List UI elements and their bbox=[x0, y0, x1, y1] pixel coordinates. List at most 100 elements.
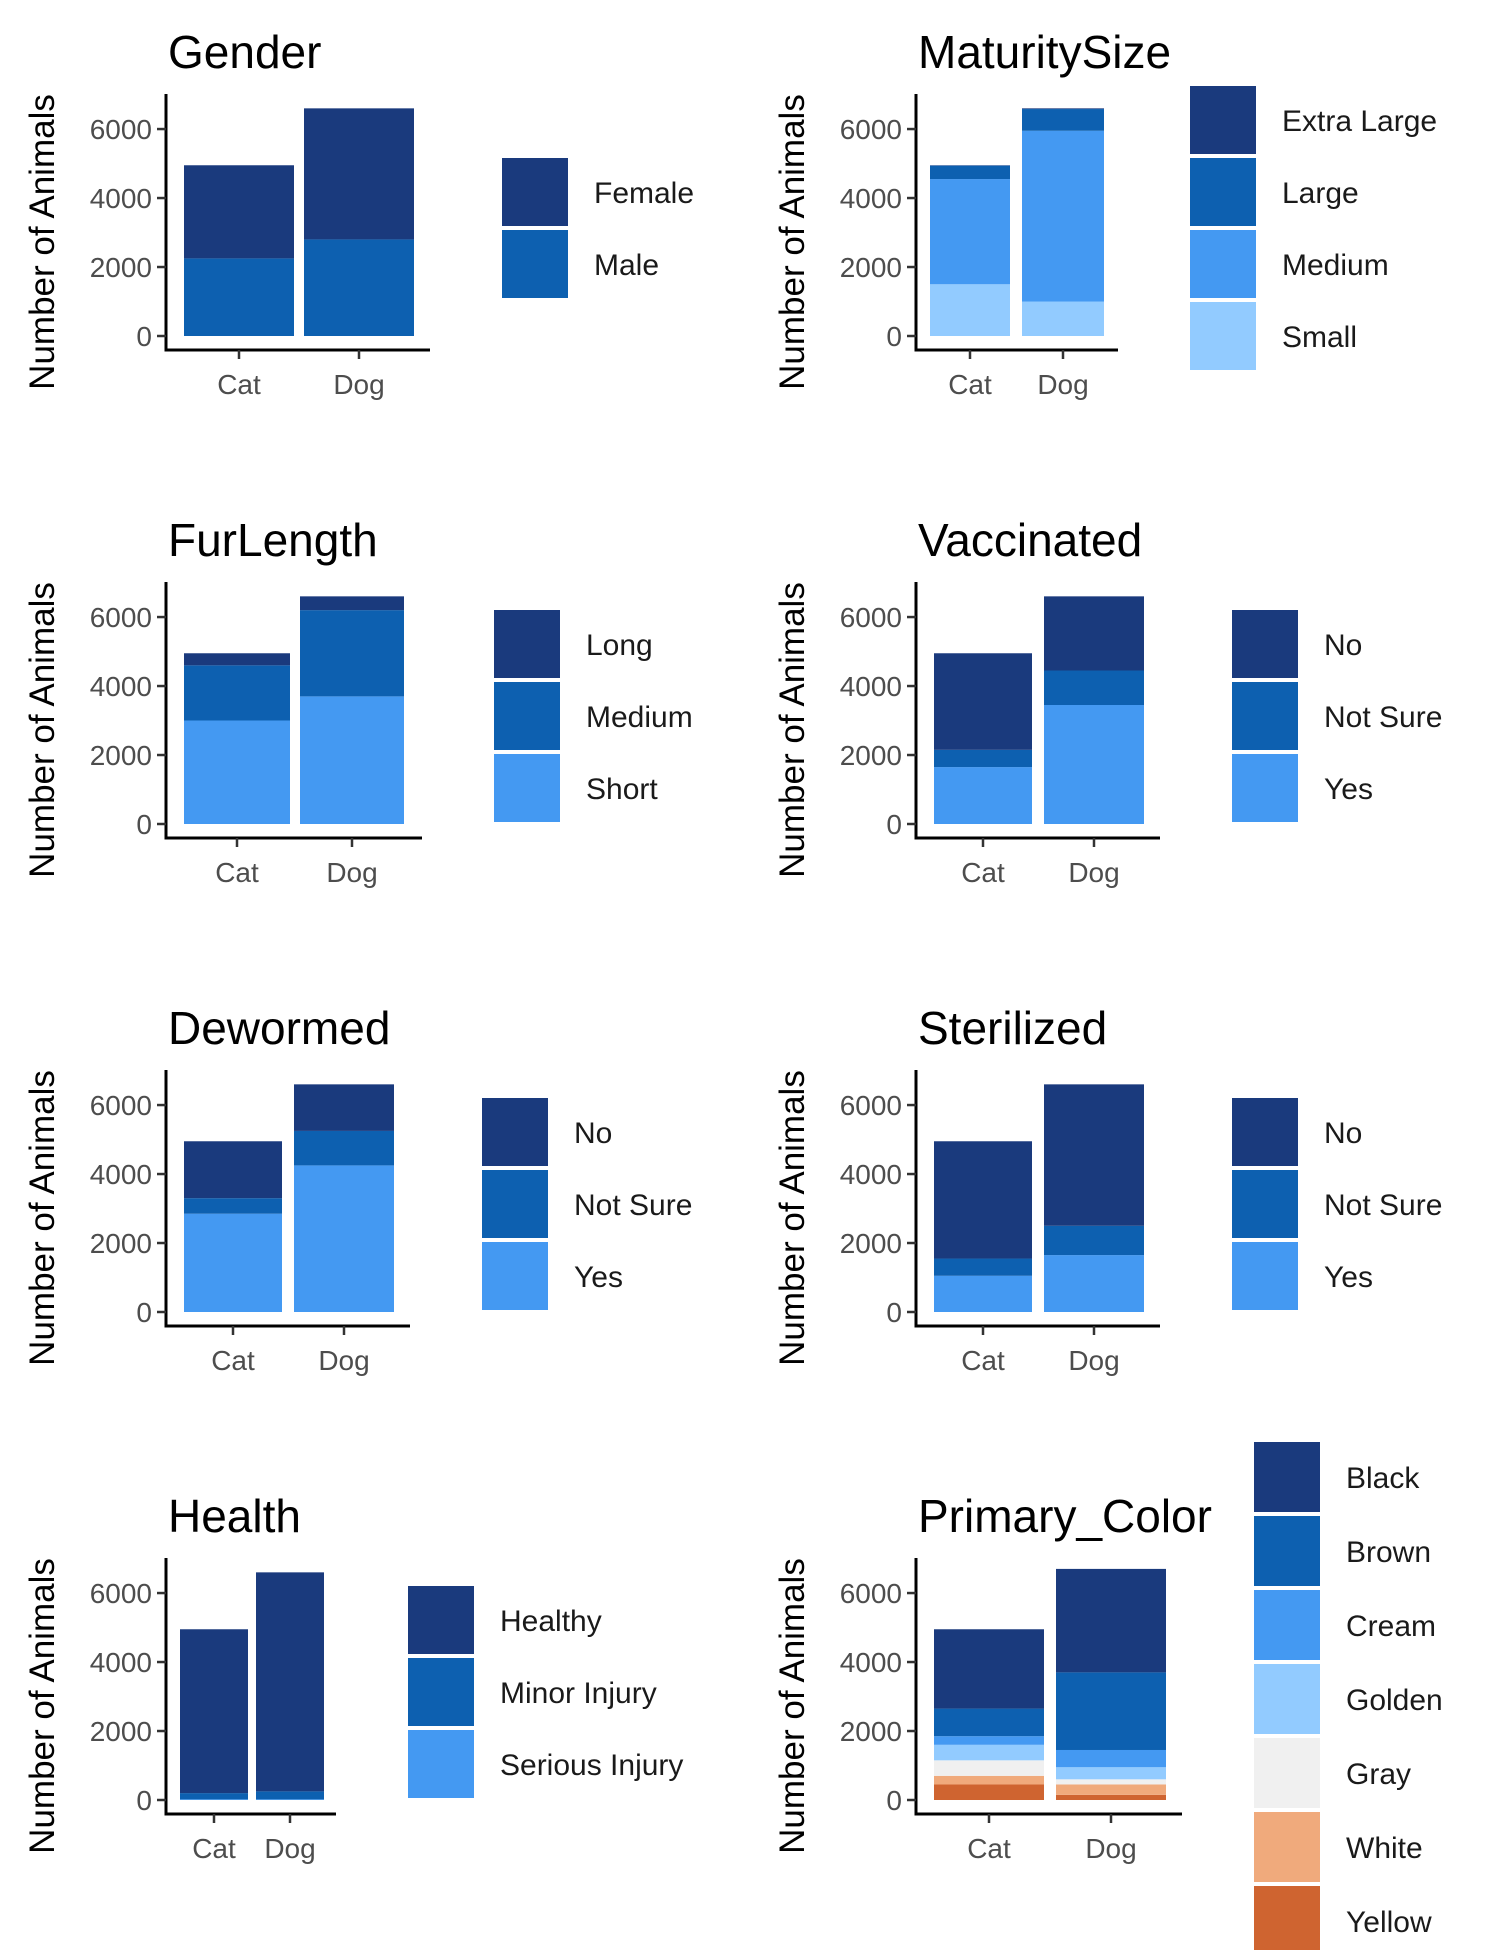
bar-cat-no bbox=[934, 653, 1032, 750]
legend: Long Medium Short bbox=[494, 610, 693, 822]
legend-swatch-yes bbox=[1232, 754, 1298, 822]
bar-cat-black bbox=[934, 1629, 1044, 1709]
legend-swatch-yes bbox=[482, 1242, 548, 1310]
legend-swatch-not-sure bbox=[1232, 1170, 1298, 1238]
bar-dog-medium bbox=[1022, 130, 1104, 302]
bar-cat-cream bbox=[934, 1736, 1044, 1745]
legend: No Not Sure Yes bbox=[1232, 1098, 1442, 1310]
bar-dog-short bbox=[300, 696, 404, 824]
legend-swatch-healthy bbox=[408, 1586, 474, 1654]
bar-dog-minor-injury bbox=[256, 1791, 324, 1800]
legend-label: Female bbox=[594, 177, 694, 210]
y-tick-label: 2000 bbox=[90, 1228, 152, 1259]
y-tick-label: 4000 bbox=[90, 183, 152, 214]
legend-label: Cream bbox=[1346, 1610, 1436, 1643]
x-tick-label: Cat bbox=[961, 857, 1005, 888]
bar-dog-small bbox=[1022, 301, 1104, 336]
y-tick-label: 2000 bbox=[90, 740, 152, 771]
y-axis-label: Number of Animals bbox=[23, 1558, 62, 1854]
bar-cat-small bbox=[930, 284, 1010, 336]
legend-swatch-brown bbox=[1254, 1516, 1320, 1586]
legend-label: Male bbox=[594, 249, 659, 282]
legend-label: Medium bbox=[1282, 249, 1389, 282]
bar-dog-not-sure bbox=[294, 1130, 394, 1166]
legend-label: No bbox=[1324, 629, 1362, 662]
bar-cat-large bbox=[930, 165, 1010, 180]
y-axis-label: Number of Animals bbox=[773, 1558, 812, 1854]
legend-label: Serious Injury bbox=[500, 1749, 683, 1782]
bar-cat-not-sure bbox=[184, 1198, 282, 1214]
y-tick-label: 0 bbox=[136, 321, 152, 352]
legend-label: Medium bbox=[586, 701, 693, 734]
y-tick-label: 0 bbox=[136, 1785, 152, 1816]
legend-swatch-golden bbox=[1254, 1664, 1320, 1734]
legend: Healthy Minor Injury Serious Injury bbox=[408, 1586, 683, 1798]
bar-dog-yes bbox=[1044, 1255, 1144, 1312]
legend-swatch-minor-injury bbox=[408, 1658, 474, 1726]
chart-title: Dewormed bbox=[168, 1002, 390, 1054]
legend-swatch-no bbox=[482, 1098, 548, 1166]
bar-cat-long bbox=[184, 653, 290, 666]
legend-label: Long bbox=[586, 629, 653, 662]
bar-dog-no bbox=[294, 1084, 394, 1131]
legend-swatch-no bbox=[1232, 1098, 1298, 1166]
bar-dog-serious-injury bbox=[256, 1799, 324, 1800]
legend-label: Yes bbox=[1324, 773, 1373, 806]
bar-dog-large bbox=[1022, 109, 1104, 131]
bar-cat-not-sure bbox=[934, 1258, 1032, 1276]
legend-label: Golden bbox=[1346, 1684, 1443, 1717]
bar-cat-no bbox=[184, 1141, 282, 1199]
bar-dog-not-sure bbox=[1044, 670, 1144, 705]
bar-dog-cream bbox=[1056, 1749, 1166, 1768]
legend-label: Not Sure bbox=[574, 1189, 692, 1222]
legend: No Not Sure Yes bbox=[482, 1098, 692, 1310]
bar-dog-yes bbox=[294, 1165, 394, 1312]
chart-panel-5: Dewormed Number of Animals 0 2000 4000 6000 Ca… bbox=[23, 1002, 692, 1376]
bar-cat-golden bbox=[934, 1744, 1044, 1761]
y-tick-label: 0 bbox=[886, 1785, 902, 1816]
y-tick-label: 6000 bbox=[840, 1578, 902, 1609]
legend-label: No bbox=[574, 1117, 612, 1150]
legend-label: Yes bbox=[1324, 1261, 1373, 1294]
x-tick-label: Cat bbox=[215, 857, 259, 888]
y-tick-label: 6000 bbox=[90, 602, 152, 633]
y-tick-label: 0 bbox=[136, 1297, 152, 1328]
y-axis-label: Number of Animals bbox=[773, 94, 812, 390]
legend-label: Extra Large bbox=[1282, 105, 1437, 138]
legend-label: White bbox=[1346, 1832, 1423, 1865]
y-axis-label: Number of Animals bbox=[23, 1070, 62, 1366]
chart-title: Sterilized bbox=[918, 1002, 1107, 1054]
y-tick-label: 4000 bbox=[840, 183, 902, 214]
legend-label: Gray bbox=[1346, 1758, 1411, 1791]
x-tick-label: Dog bbox=[1037, 369, 1088, 400]
bar-dog-yes bbox=[1044, 705, 1144, 824]
x-tick-label: Cat bbox=[192, 1833, 236, 1864]
legend-swatch-yellow bbox=[1254, 1886, 1320, 1950]
x-tick-label: Cat bbox=[217, 369, 261, 400]
y-tick-label: 0 bbox=[136, 809, 152, 840]
bar-cat-gray bbox=[934, 1760, 1044, 1776]
chart-title: Gender bbox=[168, 26, 321, 78]
legend-swatch-long bbox=[494, 610, 560, 678]
bar-dog-male bbox=[304, 239, 414, 336]
legend-swatch-medium bbox=[1190, 230, 1256, 298]
bar-cat-yes bbox=[184, 1213, 282, 1312]
bar-dog-no bbox=[1044, 596, 1144, 671]
legend-label: Not Sure bbox=[1324, 701, 1442, 734]
x-tick-label: Dog bbox=[333, 369, 384, 400]
bar-cat-not-sure bbox=[934, 749, 1032, 768]
x-tick-label: Cat bbox=[211, 1345, 255, 1376]
legend-swatch-yes bbox=[1232, 1242, 1298, 1310]
legend-label: Yellow bbox=[1346, 1906, 1432, 1939]
bar-dog-gray bbox=[1056, 1779, 1166, 1785]
bar-cat-brown bbox=[934, 1708, 1044, 1737]
y-tick-label: 4000 bbox=[90, 671, 152, 702]
x-tick-label: Dog bbox=[318, 1345, 369, 1376]
y-tick-label: 2000 bbox=[90, 252, 152, 283]
y-tick-label: 2000 bbox=[840, 252, 902, 283]
legend-label: Minor Injury bbox=[500, 1677, 657, 1710]
legend: No Not Sure Yes bbox=[1232, 610, 1442, 822]
bar-dog-healthy bbox=[256, 1572, 324, 1792]
legend-swatch-medium bbox=[494, 682, 560, 750]
bar-cat-yellow bbox=[934, 1784, 1044, 1800]
